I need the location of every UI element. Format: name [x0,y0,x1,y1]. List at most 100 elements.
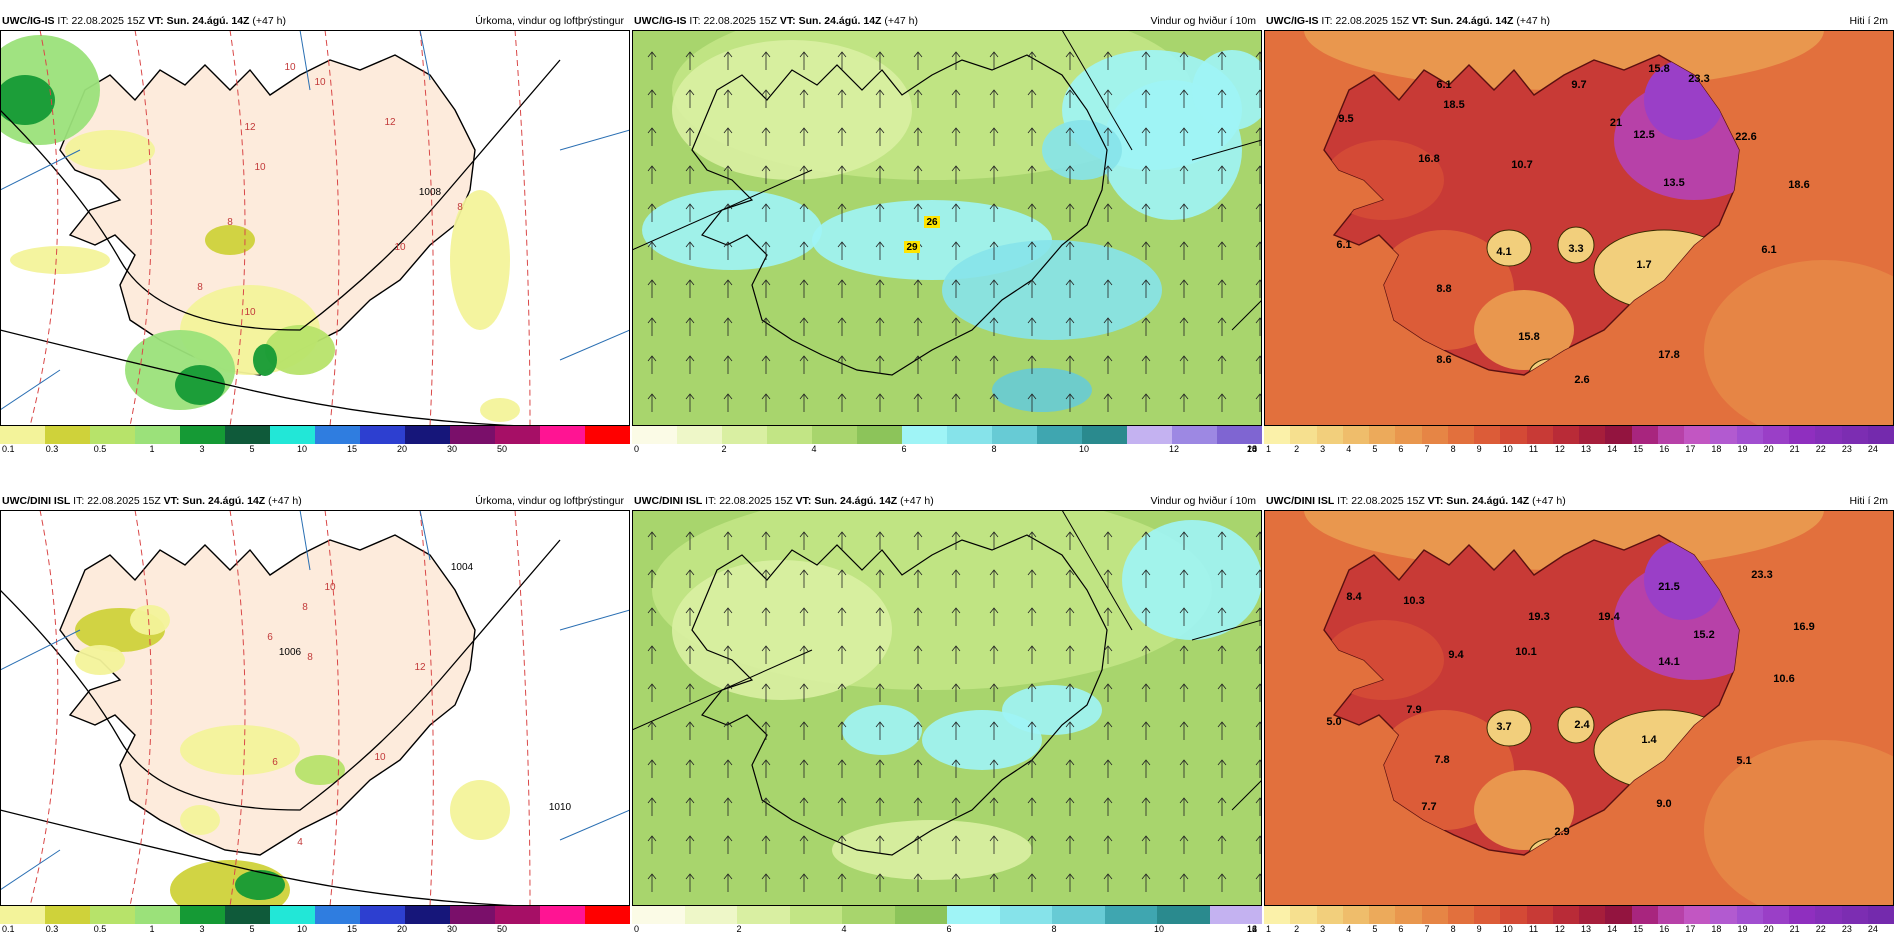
wind-arrow [723,355,733,374]
wind-arrow [647,241,657,260]
wind-arrow [1027,317,1037,336]
wind-arrow [723,127,733,146]
wind-arrow [723,835,733,854]
color-scale-tick: 1 [1266,444,1272,454]
color-scale-swatch [812,426,857,444]
wind-arrow [1065,569,1075,588]
color-scale-swatch [1815,906,1842,924]
forecast-panel-4: UWC/DINI ISL IT: 22.08.2025 15Z VT: Sun.… [0,492,630,952]
color-scale-tick: 4 [811,444,817,454]
wind-arrow [1027,531,1037,550]
graticule-line [419,510,431,561]
wind-arrow [647,355,657,374]
color-scale-tick: 23 [1841,444,1852,454]
wind-arrow [1179,683,1189,702]
wind-arrow [685,531,695,550]
wind-arrow [1255,127,1262,146]
wind-arrow [723,393,733,412]
color-scale-tick: 15 [346,924,358,934]
wind-arrow [989,645,999,664]
issue-time-label: IT: [705,495,717,507]
temperature-label: 6.1 [1436,79,1451,91]
color-scale-swatch [1841,906,1868,924]
wind-arrow [685,569,695,588]
color-scale-swatch [0,426,45,444]
wind-arrow [875,873,885,892]
wind-arrow [1103,797,1113,816]
color-scale-swatch [1474,426,1501,444]
contour-label: 1004 [451,562,474,573]
temperature-isotherm [29,510,59,906]
wind-arrow [1065,531,1075,550]
field-title: Hiti í 2m [1849,495,1888,507]
wind-arrow [1027,569,1037,588]
color-scale-swatch [902,426,947,444]
wind-arrow [875,607,885,626]
color-scale-tick: 14 [1246,924,1258,934]
color-scale-swatch [360,906,405,924]
color-scale-tick: 21 [1789,924,1800,934]
color-scale-tick: 13 [1581,444,1592,454]
forecast-map [632,510,1262,906]
color-scale-swatch [540,426,585,444]
color-scale-swatch [1552,906,1579,924]
temperature-label: 23.3 [1751,569,1772,581]
color-scale-bar [0,426,630,444]
wind-arrow [875,355,885,374]
color-scale-tick: 12 [1554,444,1565,454]
color-scale-tick: 15 [1633,444,1644,454]
wind-arrow [1179,569,1189,588]
wind-arrow [1027,89,1037,108]
sea-warm-area [1704,260,1894,426]
temperature-label: 9.4 [1448,649,1464,661]
wind-arrow [647,873,657,892]
wind-arrow [913,165,923,184]
issue-time-label: IT: [73,495,85,507]
color-scale-ticks: 0 2 4 6 8 10 12 14 16 [632,924,1262,938]
color-scale-swatch [225,906,270,924]
forecast-panel-2: UWC/IG-IS IT: 22.08.2025 15Z VT: Sun. 24… [632,12,1262,472]
wind-arrow [1103,241,1113,260]
contour-label: 8 [197,282,203,293]
wind-arrow [989,317,999,336]
wind-arrow [837,393,847,412]
wind-arrow [799,127,809,146]
wind-arrow [647,569,657,588]
temperature-label: 8.4 [1346,591,1362,603]
wind-arrow [761,569,771,588]
wind-arrow [875,241,885,260]
wind-arrow [837,317,847,336]
wind-arrow [761,355,771,374]
wind-arrow [1255,873,1262,892]
contour-label: 10 [374,752,386,763]
wind-arrow [1141,759,1151,778]
panel-header: UWC/IG-IS IT: 22.08.2025 15Z VT: Sun. 24… [1264,12,1894,30]
temperature-label: 5.1 [1736,755,1751,767]
wind-arrow [647,89,657,108]
color-scale-tick: 16 [1659,444,1670,454]
temperature-label: 7.7 [1421,801,1436,813]
wind-arrow [837,165,847,184]
wind-arrow [799,241,809,260]
temperature-label: 4.1 [1496,246,1511,258]
temperature-label: 7.8 [1434,754,1449,766]
wind-arrow [1179,355,1189,374]
wind-arrow [1255,317,1262,336]
temperature-isotherm [229,30,246,426]
temperature-label: 12.5 [1633,129,1654,141]
graticule-line [1191,139,1262,161]
wind-arrow [1179,645,1189,664]
wind-arrow [913,759,923,778]
temperature-label: 21.5 [1658,581,1679,593]
wind-arrow [875,89,885,108]
color-scale-swatch [1052,906,1105,924]
contour-label: 6 [272,757,278,768]
wind-arrow [1141,569,1151,588]
color-scale-tick: 14 [1607,444,1618,454]
contour-label: 12 [244,122,256,133]
wind-arrow [951,393,961,412]
wind-arrow [647,645,657,664]
temperature-label: 10.6 [1773,673,1794,685]
color-scale-swatch [0,906,45,924]
forecast-panel-5: UWC/DINI ISL IT: 22.08.2025 15Z VT: Sun.… [632,492,1262,952]
